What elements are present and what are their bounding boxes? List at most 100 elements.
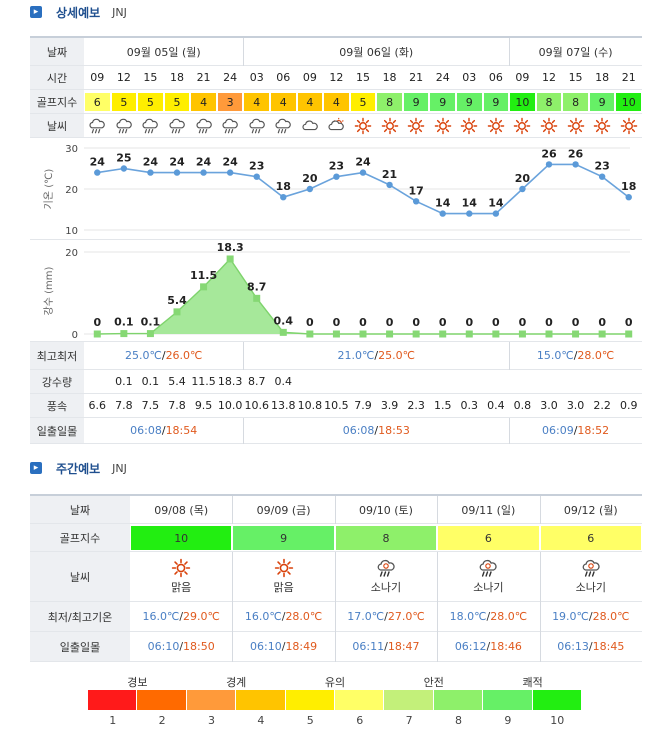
rain-value-label: 0: [386, 316, 394, 329]
weekly-sun-row: 일출일몰 06:10/18:50 06:10/18:49 06:11/18:47 06:…: [30, 632, 642, 662]
temp-point: [226, 169, 234, 176]
temp-point: [333, 173, 340, 180]
cloud-rain-icon: [249, 118, 265, 133]
weekly-temp: 16.0℃/28.0℃: [244, 610, 323, 623]
rain-value-label: 18.3: [217, 241, 244, 254]
temp-point: [466, 210, 473, 217]
weather-cell: [562, 114, 589, 137]
weekly-sunrise: 06:10: [250, 640, 282, 653]
legend-number: 3: [207, 714, 215, 727]
weekly-sun: 06:10/18:49: [250, 640, 318, 653]
rain-amount-cell: 0.4: [274, 375, 293, 388]
cloud-rain-icon: [222, 118, 238, 133]
rain-value-label: 0: [598, 316, 606, 329]
weekly-golf-index: 10: [131, 526, 232, 550]
rain-chart-label: [30, 240, 84, 341]
temp-value-label: 25: [116, 152, 131, 165]
cloud-rain-icon: [142, 118, 159, 133]
cloud-rain-icon: [196, 118, 212, 133]
wind-cell: 7.8: [168, 399, 186, 412]
temp-point: [386, 181, 393, 189]
legend-swatch: [186, 690, 237, 710]
rain-point: [146, 330, 154, 338]
weather-cell: [297, 114, 324, 137]
weekly-temp-row: 최저/최고기온 16.0℃/29.0℃ 16.0℃/28.0℃ 17.0℃/27.0℃…: [30, 602, 642, 632]
weekly-sunrise: 06:11: [352, 640, 385, 653]
rain-amount-cell: 18.3: [217, 375, 243, 388]
weekly-weather: 소나기: [335, 552, 437, 601]
weekly-date: 09/08 (목): [154, 503, 209, 517]
max-temp: 26.0℃: [165, 349, 203, 362]
temp-value-label: 24: [90, 156, 106, 169]
weekly-min-temp: 16.0℃: [244, 610, 282, 623]
temp-value-label: 24: [143, 156, 159, 169]
rain-amount-row-label: 강수량: [30, 370, 84, 393]
weekly-sunset: 18:46: [490, 640, 522, 653]
rain-value-label: 0.1: [114, 316, 134, 329]
day-sun: 06:09/18:52: [542, 424, 610, 437]
weekly-weather-row: 날씨 맑음 맑음 소나기 소나기 소나기: [30, 552, 642, 602]
wind-cell: 6.6: [88, 399, 107, 412]
temp-value-label: 14: [435, 197, 451, 210]
weekly-weather: 맑음: [130, 552, 232, 601]
rain-chart: 0 20 강수 (mm) 0 0.1 0.1 5.4 11.5 18.3 8.7 0.4 0 0 0 0 0 0…: [30, 240, 642, 342]
weekly-max-temp: 29.0℃: [183, 610, 220, 623]
sunset: 18:53: [378, 424, 410, 437]
shower-icon: [377, 559, 395, 577]
sun-icon: [514, 117, 531, 134]
sun-icon: [487, 117, 505, 134]
golf-index-cell: 4: [271, 93, 296, 111]
time-cell: 18: [595, 71, 610, 84]
sun-icon: [171, 558, 191, 578]
legend-swatch: [335, 690, 385, 710]
weekly-sun-row-label: 일출일몰: [30, 632, 130, 661]
shower-icon: [479, 559, 498, 577]
rain-point: [200, 283, 208, 291]
wind-cell: 13.8: [271, 399, 296, 412]
golf-index-cell: 4: [244, 93, 269, 111]
golf-index-cell: 6: [85, 93, 110, 111]
wind-cell: 7.9: [354, 399, 372, 412]
rain-value-label: 5.4: [167, 294, 187, 307]
golf-index-row-label: 골프지수: [30, 90, 84, 113]
rain-amount-cell: 11.5: [191, 375, 216, 388]
weekly-max-temp: 28.0℃: [285, 610, 323, 623]
weekly-location: JNJ: [112, 461, 127, 475]
min-temp: 15.0℃: [536, 349, 574, 362]
time-cell: 21: [196, 71, 211, 84]
sunrise: 06:09: [542, 424, 574, 437]
rain-tick-label: 0: [72, 330, 78, 341]
time-cell: 09: [515, 71, 530, 84]
temp-value-label: 21: [382, 168, 397, 181]
weekly-temp-row-label: 최저/최고기온: [30, 602, 130, 631]
wind-cell: 10.5: [324, 399, 349, 412]
weekly-min-temp: 18.0℃: [449, 610, 487, 623]
legend-swatch: [236, 690, 286, 710]
time-cell: 21: [621, 71, 636, 84]
rain-value-label: 0.4: [274, 314, 294, 327]
weekly-golf-index: 9: [233, 526, 334, 550]
time-row-label: 시간: [30, 66, 84, 89]
sunrise: 06:08: [130, 424, 162, 437]
rain-point: [279, 328, 287, 336]
rain-value-label: 0: [306, 316, 314, 329]
weekly-weather-text: 맑음: [171, 581, 192, 594]
weekly-golf-row-label: 골프지수: [30, 524, 130, 551]
weather-cell: [589, 114, 616, 137]
weekly-temp: 17.0℃/27.0℃: [347, 610, 425, 623]
weather-cell: [536, 114, 563, 137]
temp-value-label: 24: [355, 156, 371, 169]
rain-point: [120, 330, 128, 338]
rain-chart-svg: 0 20 강수 (mm) 0 0.1 0.1 5.411.5 18.3 8.7 0.4 0 0 0 0 0 0…: [43, 241, 633, 341]
rain-value-label: 0.1: [141, 316, 161, 329]
weekly-sunset: 18:49: [285, 640, 318, 653]
sun-icon: [354, 117, 372, 134]
temp-value-label: 17: [408, 184, 423, 197]
weekly-date: 09/11 (일): [461, 503, 516, 517]
rain-amount-cell: [615, 370, 642, 393]
weekly-date: 09/10 (토): [359, 503, 413, 517]
rain-value-label: 0: [93, 316, 101, 329]
legend-swatch: [88, 690, 138, 710]
weekly-golf-index: 6: [540, 526, 641, 550]
weekly-sunset: 18:45: [592, 640, 625, 653]
